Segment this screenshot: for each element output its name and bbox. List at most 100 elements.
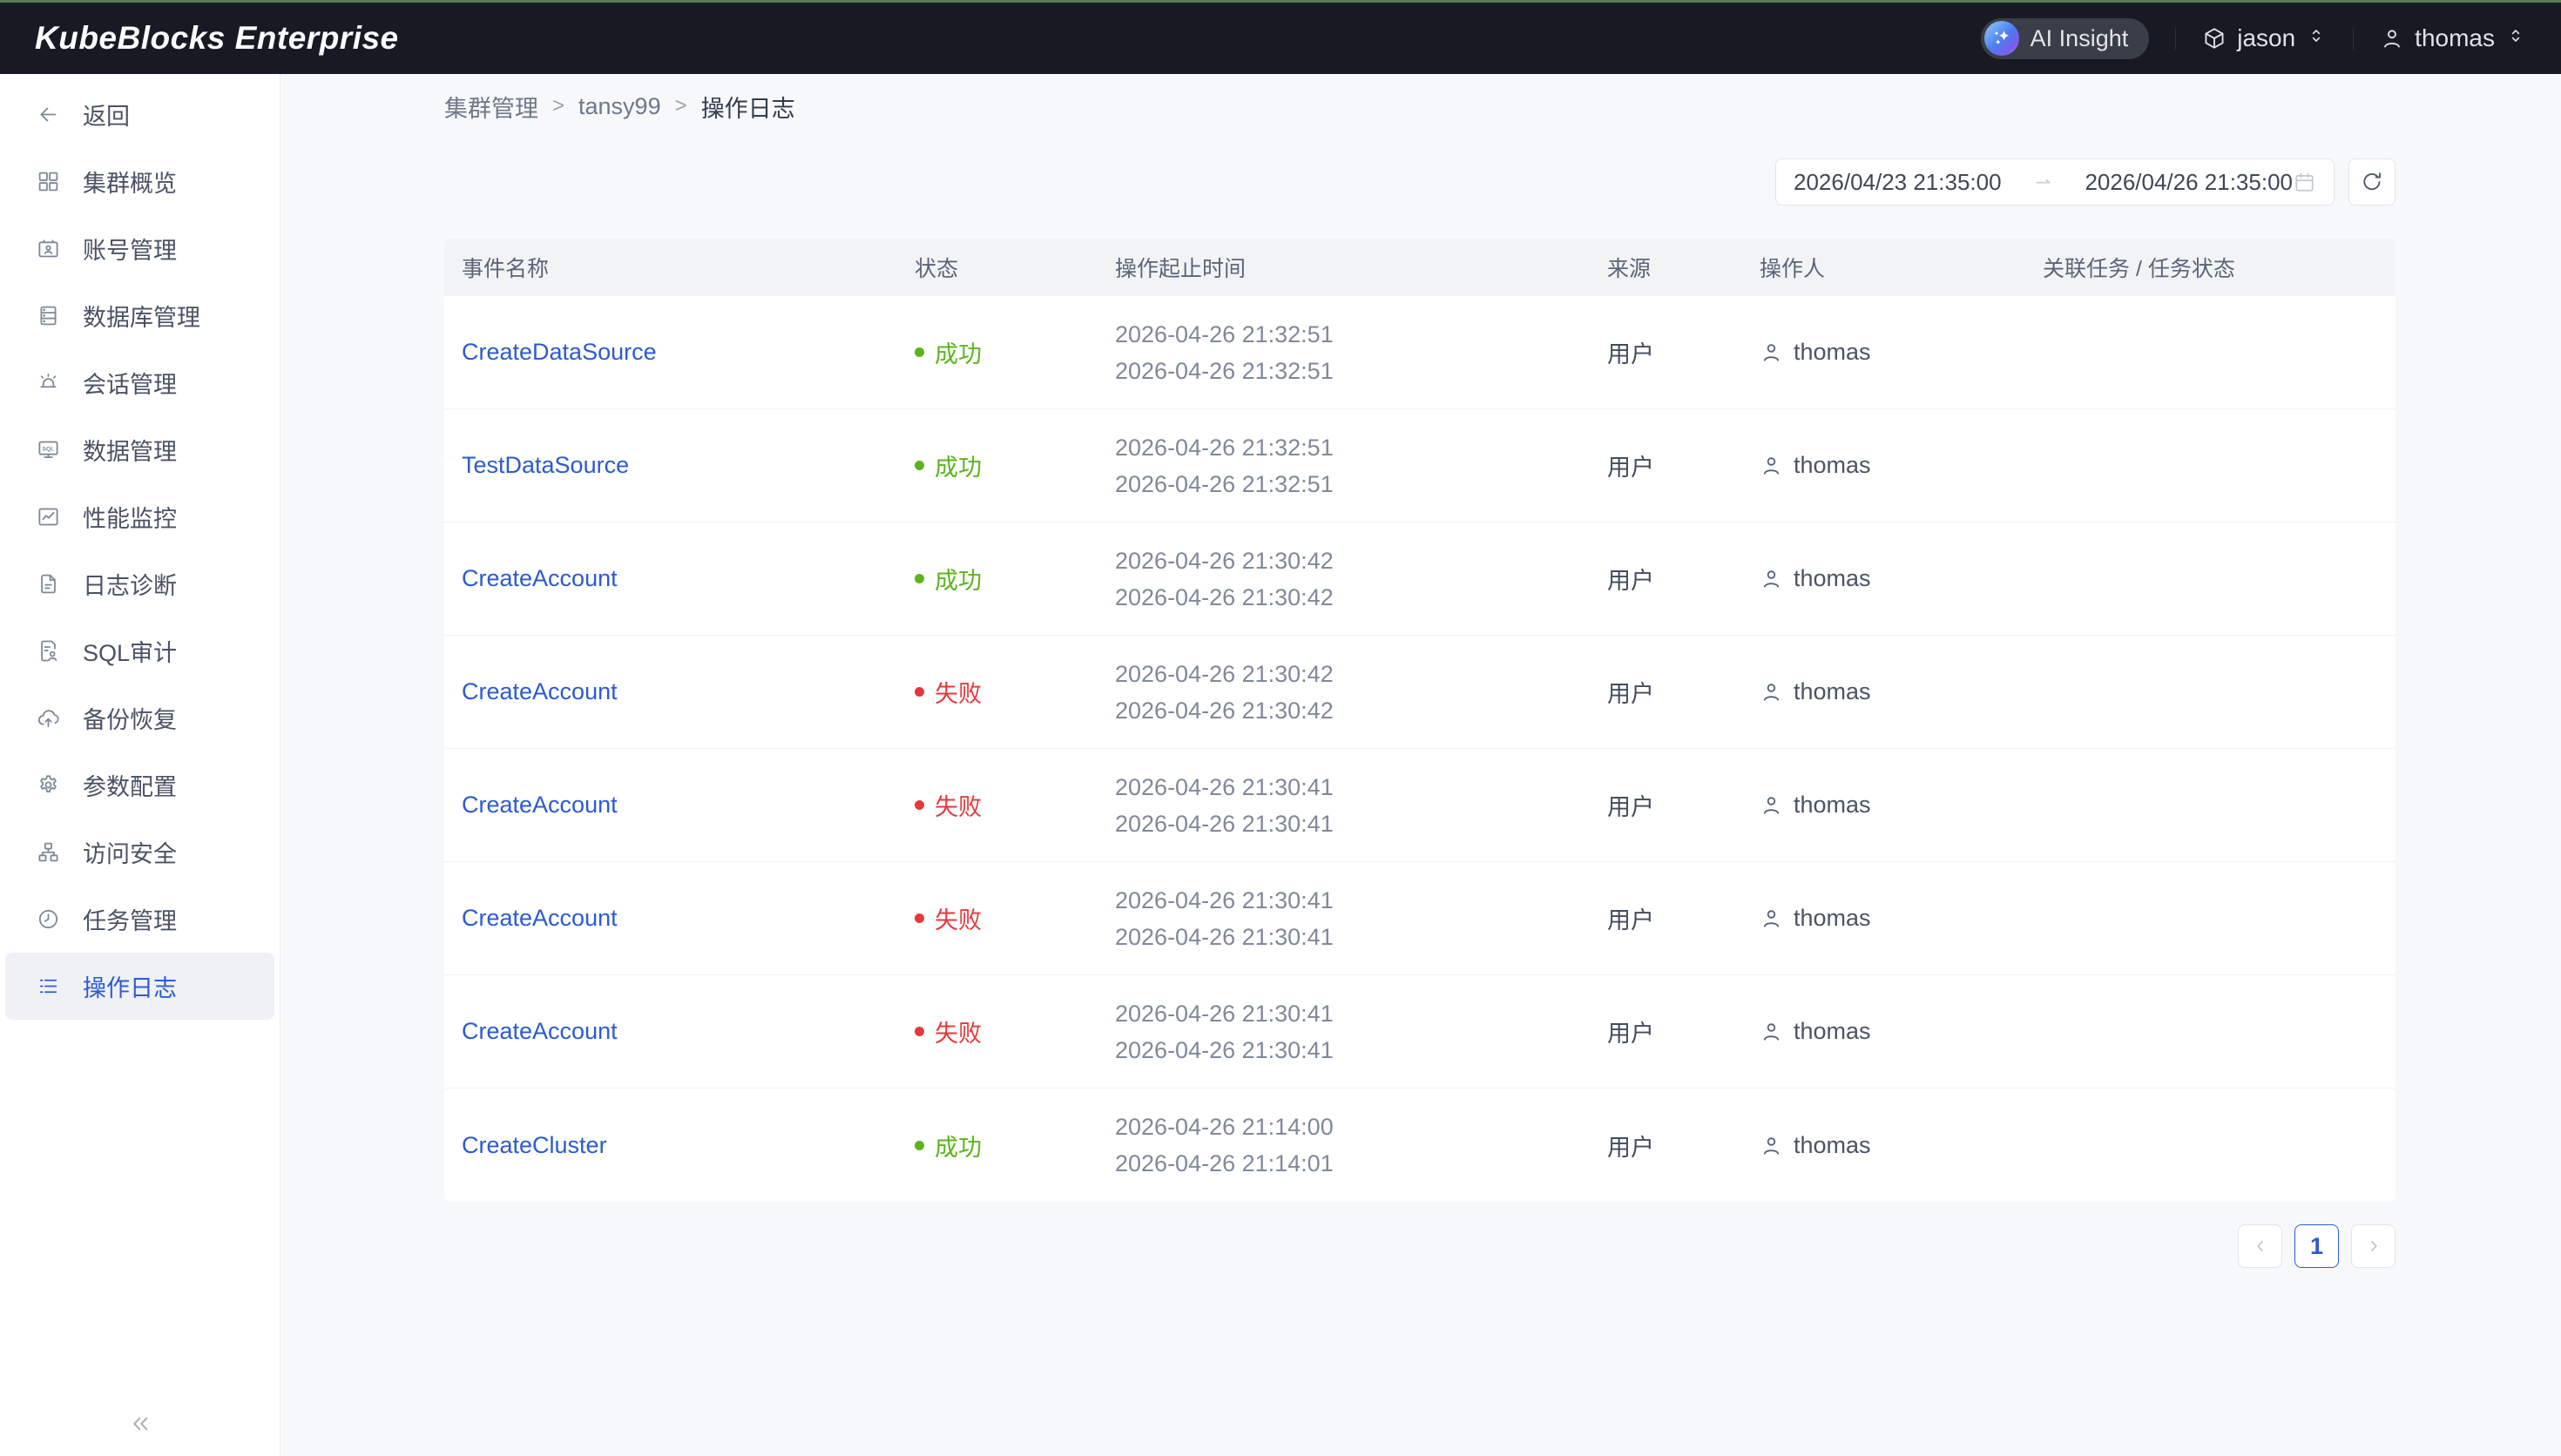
end-time: 2026-04-26 21:32:51 bbox=[1115, 353, 1572, 389]
operator-name: thomas bbox=[1794, 792, 1871, 819]
operator-name: thomas bbox=[1794, 905, 1871, 932]
sidebar-item-sql-audit[interactable]: SQL审计 bbox=[5, 617, 274, 684]
source-label: 用户 bbox=[1590, 675, 1742, 709]
sidebar-item-data-management[interactable]: SQL数据管理 bbox=[5, 416, 274, 483]
date-range-picker[interactable]: 2026/04/23 21:35:00 2026/04/26 21:35:00 bbox=[1775, 158, 2335, 206]
operation-time-range: 2026-04-26 21:30:412026-04-26 21:30:41 bbox=[1098, 995, 1590, 1068]
event-name-link[interactable]: TestDataSource bbox=[462, 452, 629, 478]
table-row: CreateAccount失败2026-04-26 21:30:412026-0… bbox=[444, 862, 2395, 975]
end-time: 2026-04-26 21:30:41 bbox=[1115, 1032, 1572, 1068]
sidebar-collapse-button[interactable] bbox=[0, 1411, 280, 1437]
next-page-button[interactable] bbox=[2351, 1224, 2395, 1268]
operator-name: thomas bbox=[1794, 452, 1871, 479]
org-name: jason bbox=[2237, 24, 2295, 52]
sidebar-item-label: 集群概览 bbox=[83, 165, 177, 199]
sidebar-item-label: 账号管理 bbox=[83, 232, 177, 266]
sidebar: 返回 集群概览账号管理数据库管理会话管理SQL数据管理性能监控日志诊断SQL审计… bbox=[0, 74, 280, 1456]
status-label: 失败 bbox=[935, 1014, 982, 1048]
sidebar-item-log-diagnosis[interactable]: 日志诊断 bbox=[5, 550, 274, 617]
breadcrumb-link[interactable]: tansy99 bbox=[578, 93, 661, 120]
account-management-icon bbox=[37, 237, 60, 260]
sidebar-item-account-management[interactable]: 账号管理 bbox=[5, 215, 274, 282]
sidebar-item-backup-restore[interactable]: 备份恢复 bbox=[5, 684, 274, 752]
parameter-config-icon bbox=[37, 773, 60, 797]
operator: thomas bbox=[1760, 1132, 2008, 1159]
log-diagnosis-icon bbox=[37, 572, 60, 596]
sidebar-item-parameter-config[interactable]: 参数配置 bbox=[5, 752, 274, 819]
topbar-divider bbox=[2353, 27, 2354, 50]
sidebar-item-task-management[interactable]: 任务管理 bbox=[5, 886, 274, 953]
column-header-4: 操作人 bbox=[1742, 252, 2025, 283]
topbar-right: AI Insight jason thomas bbox=[1981, 18, 2526, 59]
event-name-link[interactable]: CreateAccount bbox=[462, 678, 618, 704]
operation-time-range: 2026-04-26 21:32:512026-04-26 21:32:51 bbox=[1098, 429, 1590, 502]
refresh-button[interactable] bbox=[2348, 158, 2395, 206]
operator: thomas bbox=[1760, 452, 2008, 479]
prev-page-button[interactable] bbox=[2238, 1224, 2282, 1268]
filter-row: 2026/04/23 21:35:00 2026/04/26 21:35:00 bbox=[444, 158, 2395, 206]
sidebar-item-label: 备份恢复 bbox=[83, 701, 177, 735]
person-icon bbox=[1760, 340, 1783, 364]
cluster-overview-icon bbox=[37, 170, 60, 193]
sidebar-item-label: 数据管理 bbox=[83, 433, 177, 467]
sidebar-item-access-security[interactable]: 访问安全 bbox=[5, 819, 274, 886]
person-icon bbox=[1760, 907, 1783, 930]
sidebar-item-performance-monitoring[interactable]: 性能监控 bbox=[5, 483, 274, 550]
source-label: 用户 bbox=[1590, 1014, 1742, 1048]
status-label: 成功 bbox=[935, 335, 982, 369]
start-time: 2026-04-26 21:30:41 bbox=[1115, 995, 1572, 1032]
event-name-link[interactable]: CreateAccount bbox=[462, 792, 618, 818]
status-label: 失败 bbox=[935, 675, 982, 709]
ai-sparkle-icon bbox=[1984, 21, 2019, 56]
table-body: CreateDataSource成功2026-04-26 21:32:51202… bbox=[444, 296, 2395, 1202]
person-icon bbox=[1760, 454, 1783, 477]
status-dot-icon bbox=[915, 461, 924, 470]
source-label: 用户 bbox=[1590, 901, 1742, 935]
sidebar-item-database-management[interactable]: 数据库管理 bbox=[5, 282, 274, 349]
sidebar-item-operation-log[interactable]: 操作日志 bbox=[5, 953, 274, 1020]
event-name-link[interactable]: CreateDataSource bbox=[462, 339, 657, 365]
event-name-link[interactable]: CreateCluster bbox=[462, 1132, 607, 1158]
user-name: thomas bbox=[2415, 24, 2495, 52]
ai-insight-label: AI Insight bbox=[2031, 25, 2129, 52]
date-range-end: 2026/04/26 21:35:00 bbox=[2085, 169, 2293, 196]
sidebar-item-cluster-overview[interactable]: 集群概览 bbox=[5, 148, 274, 215]
event-name-link[interactable]: CreateAccount bbox=[462, 905, 618, 931]
table-row: CreateAccount失败2026-04-26 21:30:422026-0… bbox=[444, 636, 2395, 749]
event-name-link[interactable]: CreateAccount bbox=[462, 565, 618, 591]
sidebar-item-session-management[interactable]: 会话管理 bbox=[5, 349, 274, 416]
start-time: 2026-04-26 21:30:41 bbox=[1115, 882, 1572, 919]
breadcrumb: 集群管理>tansy99>操作日志 bbox=[444, 90, 2395, 123]
sidebar-back-button[interactable]: 返回 bbox=[5, 81, 274, 148]
status-label: 成功 bbox=[935, 562, 982, 596]
end-time: 2026-04-26 21:14:01 bbox=[1115, 1145, 1572, 1182]
org-switcher[interactable]: jason bbox=[2202, 24, 2327, 52]
end-time: 2026-04-26 21:30:41 bbox=[1115, 806, 1572, 842]
ai-insight-button[interactable]: AI Insight bbox=[1981, 18, 2150, 59]
topbar: KubeBlocks Enterprise AI Insight jason bbox=[0, 0, 2561, 74]
sidebar-item-label: 任务管理 bbox=[83, 902, 177, 936]
source-label: 用户 bbox=[1590, 335, 1742, 369]
operator: thomas bbox=[1760, 905, 2008, 932]
operator: thomas bbox=[1760, 792, 2008, 819]
sidebar-item-label: 参数配置 bbox=[83, 768, 177, 802]
column-header-3: 来源 bbox=[1590, 252, 1742, 283]
performance-monitoring-icon bbox=[37, 505, 60, 529]
source-label: 用户 bbox=[1590, 1129, 1742, 1163]
operator: thomas bbox=[1760, 678, 2008, 705]
unfold-chevrons-icon bbox=[2306, 24, 2327, 52]
end-time: 2026-04-26 21:30:42 bbox=[1115, 692, 1572, 729]
sidebar-menu: 集群概览账号管理数据库管理会话管理SQL数据管理性能监控日志诊断SQL审计备份恢… bbox=[0, 148, 280, 1020]
page-number-button[interactable]: 1 bbox=[2294, 1224, 2339, 1268]
backup-restore-icon bbox=[37, 706, 60, 730]
column-header-5: 关联任务 / 任务状态 bbox=[2025, 252, 2395, 283]
status-badge: 失败 bbox=[915, 788, 1080, 822]
breadcrumb-link[interactable]: 集群管理 bbox=[444, 90, 538, 124]
chevron-left-icon bbox=[2250, 1236, 2271, 1257]
table-row: CreateAccount失败2026-04-26 21:30:412026-0… bbox=[444, 749, 2395, 862]
user-menu[interactable]: thomas bbox=[2380, 24, 2526, 52]
event-name-link[interactable]: CreateAccount bbox=[462, 1018, 618, 1044]
status-badge: 失败 bbox=[915, 1014, 1080, 1048]
task-management-icon bbox=[37, 907, 60, 931]
start-time: 2026-04-26 21:32:51 bbox=[1115, 316, 1572, 353]
